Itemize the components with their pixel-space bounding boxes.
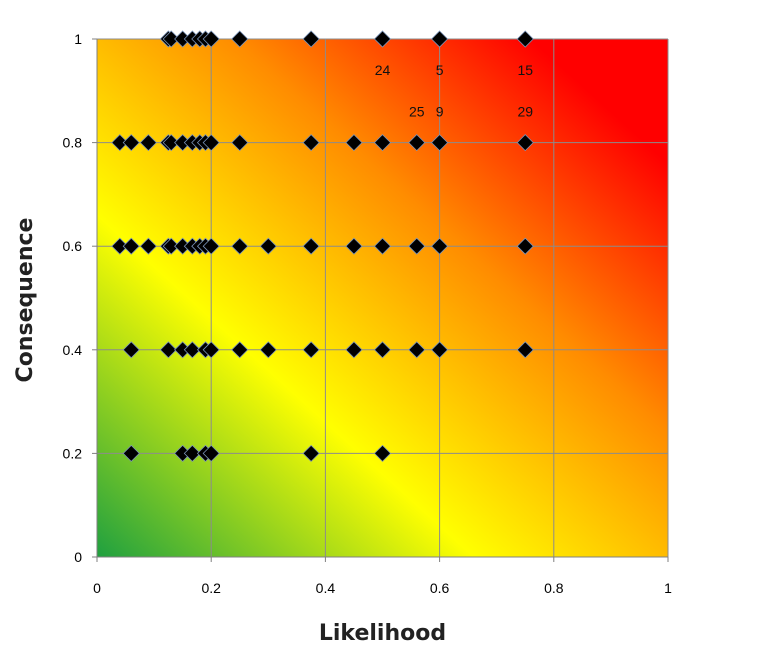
y-tick-label: 0.2 [63, 445, 83, 461]
data-point [111, 134, 129, 152]
y-tick-label: 0.6 [63, 238, 83, 254]
data-point [122, 341, 140, 359]
data-point [516, 341, 534, 359]
data-point [162, 134, 180, 152]
y-tick-label: 0 [74, 549, 82, 565]
data-point [202, 237, 220, 255]
x-tick-label: 0.8 [544, 580, 564, 596]
data-point [202, 341, 220, 359]
data-point [122, 444, 140, 462]
data-point [516, 237, 534, 255]
x-tick-label: 0.2 [201, 580, 221, 596]
data-point [431, 30, 449, 48]
point-annotation: 29 [517, 104, 533, 120]
data-point [408, 341, 426, 359]
data-point [122, 134, 140, 152]
data-point [231, 30, 249, 48]
data-point [345, 237, 363, 255]
x-tick-label: 1 [664, 580, 672, 596]
data-point [159, 341, 177, 359]
point-annotation: 25 [409, 104, 425, 120]
y-tick-label: 0.4 [63, 342, 83, 358]
data-point [408, 134, 426, 152]
plot-background [97, 39, 668, 557]
data-point [373, 341, 392, 359]
x-tick-label: 0.6 [430, 580, 450, 596]
data-point [431, 237, 449, 255]
point-annotation: 24 [375, 62, 391, 78]
data-point [183, 341, 201, 359]
data-point [431, 134, 449, 152]
data-point [373, 30, 392, 48]
data-point [516, 30, 534, 48]
data-point [345, 341, 363, 359]
data-point [231, 134, 249, 152]
data-point [139, 134, 157, 152]
data-point [373, 444, 392, 462]
data-point [231, 237, 249, 255]
data-point [373, 237, 392, 255]
data-point [202, 444, 220, 462]
point-annotation: 15 [517, 62, 533, 78]
data-point [516, 134, 534, 152]
axes: 0 0.2 0.4 0.6 0.8 1 0 0.2 0.4 0.6 0.8 1 [63, 31, 673, 596]
x-tick-label: 0.4 [316, 580, 336, 596]
data-point [302, 444, 320, 462]
data-point [259, 237, 277, 255]
data-point [302, 341, 320, 359]
data-point [345, 134, 363, 152]
data-point [302, 134, 320, 152]
point-annotation: 9 [436, 104, 444, 120]
point-annotation: 5 [436, 62, 444, 78]
y-tick-label: 0.8 [63, 135, 83, 151]
data-points [111, 30, 534, 462]
data-point [373, 134, 392, 152]
data-point [231, 341, 249, 359]
point-annotations: 24 5 15 25 9 29 [375, 62, 534, 119]
data-point [408, 237, 426, 255]
data-point [111, 237, 129, 255]
x-tick-label: 0 [93, 580, 101, 596]
y-axis-title: Consequence [13, 218, 38, 383]
data-point [431, 341, 449, 359]
data-point [202, 30, 220, 48]
data-point [122, 237, 140, 255]
data-point [259, 341, 277, 359]
data-point [302, 237, 320, 255]
x-axis-title: Likelihood [319, 621, 446, 646]
data-point [183, 444, 201, 462]
data-point [162, 30, 180, 48]
data-point [302, 30, 320, 48]
data-point [202, 134, 220, 152]
data-point [139, 237, 157, 255]
data-point [162, 237, 180, 255]
y-tick-label: 1 [74, 31, 82, 47]
